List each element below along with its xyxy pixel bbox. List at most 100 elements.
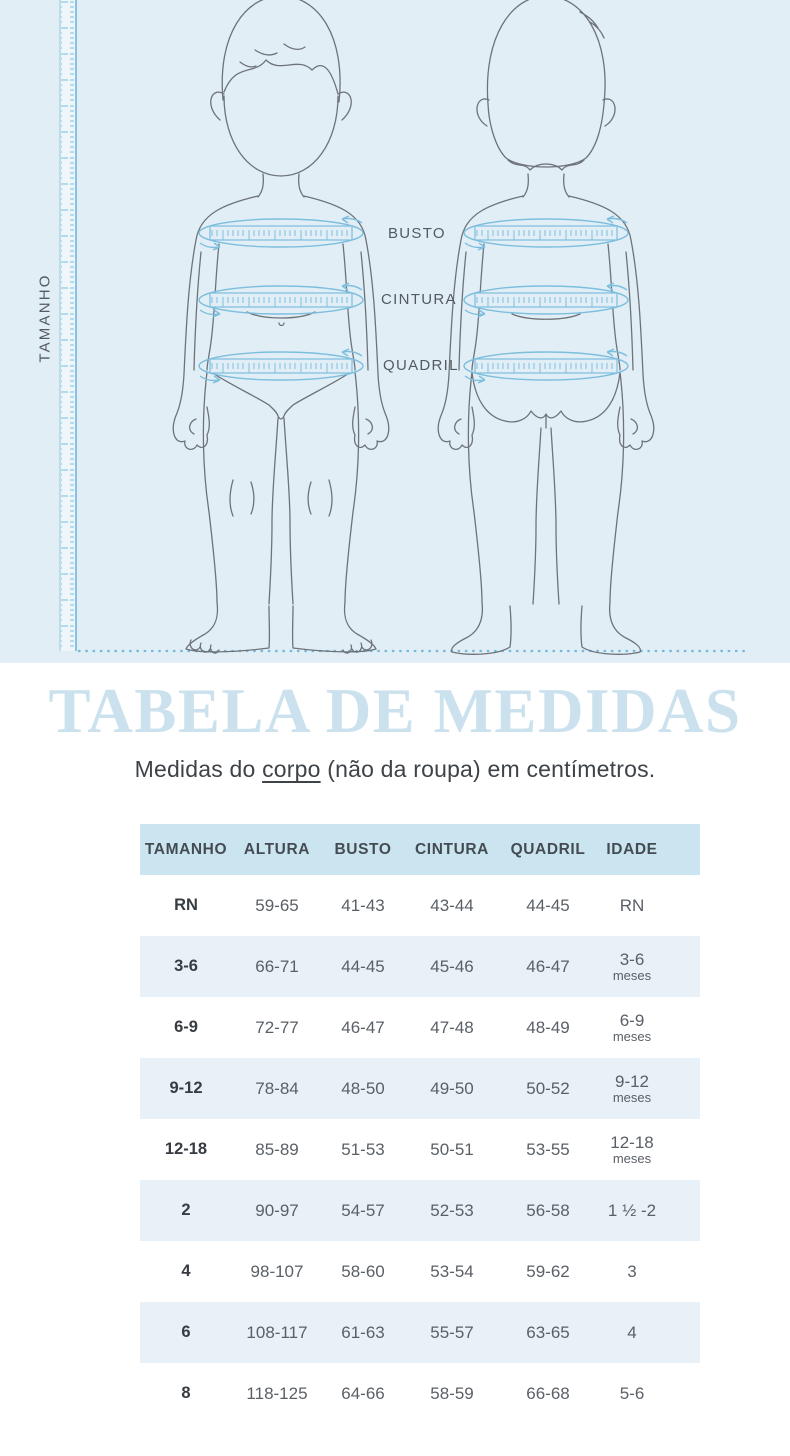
cell-size: 6-9 [174, 1018, 198, 1037]
hip-tape-front [198, 348, 364, 384]
busto-label: BUSTO [388, 225, 446, 242]
waist-tape-back [463, 282, 629, 318]
age-value: 6-9 [619, 1011, 645, 1031]
header-cintura: CINTURA [404, 824, 500, 876]
cell-cintura: 49-50 [404, 1058, 500, 1120]
cell-busto: 46-47 [341, 1017, 385, 1037]
cell-cintura: 45-46 [404, 936, 500, 998]
cell-size: 4 [181, 1262, 191, 1281]
age-value: 3 [627, 1262, 637, 1282]
age-value: 9-12 [614, 1072, 650, 1092]
cell-cintura: 53-54 [430, 1261, 474, 1281]
cintura-label: CINTURA [381, 291, 457, 308]
age-unit: meses [612, 1089, 652, 1105]
cell-busto: 41-43 [341, 895, 385, 915]
cell-busto: 58-60 [341, 1261, 385, 1281]
cell-cintura: 50-51 [430, 1139, 474, 1159]
size-table: TAMANHO ALTURA BUSTO CINTURA QUADRIL IDA… [140, 824, 700, 1424]
cell-idade: RN [596, 875, 700, 936]
subtitle-after: (não da roupa) em centímetros. [320, 756, 656, 783]
header-idade: IDADE [596, 824, 700, 876]
cell-quadril: 46-47 [500, 936, 596, 998]
table-header-row: TAMANHO ALTURA BUSTO CINTURA QUADRIL IDA… [140, 824, 700, 876]
cell-idade: 9-12 meses [596, 1058, 700, 1120]
cell-cintura: 47-48 [430, 1017, 474, 1037]
cell-quadril: 44-45 [526, 895, 570, 915]
page-subtitle: Medidas do corpo (não da roupa) em centí… [0, 756, 790, 783]
age-unit: meses [612, 1028, 652, 1044]
header-tamanho: TAMANHO [140, 824, 232, 876]
cell-busto: 64-66 [341, 1383, 385, 1403]
cell-busto: 44-45 [322, 936, 404, 998]
cell-cintura: 55-57 [404, 1302, 500, 1364]
quadril-label: QUADRIL [383, 357, 459, 374]
header-quadril: QUADRIL [500, 824, 596, 876]
cell-busto: 51-53 [341, 1139, 385, 1159]
cell-quadril: 56-58 [500, 1180, 596, 1242]
cell-idade: 5-6 [596, 1363, 700, 1424]
hip-tape-back [463, 348, 629, 384]
cell-size: 12-18 [164, 1140, 208, 1159]
cell-size: 6 [140, 1302, 232, 1364]
cell-quadril: 59-62 [526, 1261, 570, 1281]
table-row: 3-6 66-71 44-45 45-46 46-47 3-6 meses [140, 936, 700, 998]
cell-altura: 98-107 [250, 1261, 304, 1281]
header-busto: BUSTO [322, 824, 404, 876]
cell-altura: 108-117 [232, 1302, 322, 1364]
bust-tape-front [198, 215, 364, 251]
age-value: 5-6 [619, 1384, 645, 1404]
cell-idade: 12-18 meses [596, 1119, 700, 1180]
cell-altura: 78-84 [232, 1058, 322, 1120]
cell-size: RN [174, 896, 198, 915]
waist-tape-front [198, 282, 364, 318]
cell-quadril: 63-65 [500, 1302, 596, 1364]
table-row: 4 98-107 58-60 53-54 59-62 3 [140, 1241, 700, 1302]
table-row: 6-9 72-77 46-47 47-48 48-49 6-9 meses [140, 997, 700, 1058]
age-unit: meses [612, 1150, 652, 1166]
cell-altura: 72-77 [255, 1017, 299, 1037]
tamanho-ruler-label: TAMANHO [36, 273, 54, 363]
cell-altura: 66-71 [232, 936, 322, 998]
child-front-figure [172, 0, 390, 654]
bust-tape-back [463, 215, 629, 251]
cell-altura: 118-125 [246, 1383, 308, 1403]
cell-quadril: 48-49 [526, 1017, 570, 1037]
child-back-figure [437, 0, 655, 655]
age-value: 1 ½ -2 [607, 1201, 657, 1221]
cell-size: 8 [181, 1384, 191, 1403]
height-ruler [59, 0, 77, 651]
cell-cintura: 52-53 [404, 1180, 500, 1242]
cell-size: 9-12 [140, 1058, 232, 1120]
subtitle-underlined-word: corpo [262, 756, 321, 783]
table-row: 8 118-125 64-66 58-59 66-68 5-6 [140, 1363, 700, 1424]
children-measurement-drawing [59, 0, 748, 655]
cell-idade: 3 [596, 1241, 700, 1302]
cell-idade: 3-6 meses [596, 936, 700, 998]
page-title: TABELA DE MEDIDAS [48, 676, 742, 746]
age-value: 4 [627, 1323, 637, 1343]
age-value: 3-6 [619, 950, 645, 970]
cell-quadril: 50-52 [500, 1058, 596, 1120]
table-row: 9-12 78-84 48-50 49-50 50-52 9-12 meses [140, 1058, 700, 1120]
cell-altura: 59-65 [255, 895, 299, 915]
table-row: RN 59-65 41-43 43-44 44-45 RN [140, 875, 700, 936]
cell-idade: 6-9 meses [596, 997, 700, 1058]
cell-idade: 1 ½ -2 [596, 1180, 700, 1242]
subtitle-before: Medidas do [134, 756, 263, 783]
hero-illustration: TAMANHO BUSTO CINTURA QUADRIL [0, 0, 790, 663]
cell-busto: 48-50 [322, 1058, 404, 1120]
cell-cintura: 43-44 [430, 895, 474, 915]
cell-busto: 54-57 [322, 1180, 404, 1242]
cell-size: 2 [140, 1180, 232, 1242]
table-row: 2 90-97 54-57 52-53 56-58 1 ½ -2 [140, 1180, 700, 1242]
cell-cintura: 58-59 [430, 1383, 474, 1403]
cell-altura: 85-89 [255, 1139, 299, 1159]
header-altura: ALTURA [232, 824, 322, 876]
cell-quadril: 53-55 [526, 1139, 570, 1159]
table-row: 6 108-117 61-63 55-57 63-65 4 [140, 1302, 700, 1364]
cell-size: 3-6 [140, 936, 232, 998]
age-unit: meses [612, 967, 652, 983]
cell-idade: 4 [596, 1302, 700, 1364]
cell-altura: 90-97 [232, 1180, 322, 1242]
